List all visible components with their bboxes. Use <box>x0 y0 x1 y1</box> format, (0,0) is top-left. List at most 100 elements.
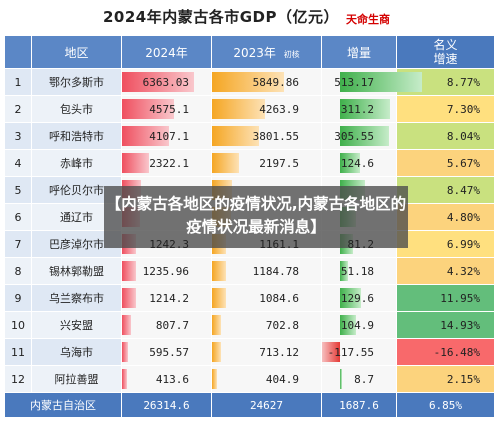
increase-value: 513.17 <box>334 75 374 89</box>
gdp2024-bar <box>122 315 132 335</box>
row-increase: 513.17 <box>321 68 422 96</box>
gdp2023-bar <box>212 153 240 173</box>
total-gdp2024: 26314.6 <box>121 392 212 418</box>
row-increase: 8.7 <box>321 365 397 393</box>
row-index: 6 <box>4 203 32 231</box>
gdp2024-value: 4107.1 <box>149 129 189 143</box>
row-growth: 4.80% <box>396 203 495 231</box>
increase-value: 104.9 <box>340 318 374 332</box>
increase-bar <box>322 342 340 362</box>
row-index: 5 <box>4 176 32 204</box>
header-2023-note: 初核 <box>283 49 300 59</box>
row-gdp2024: 1235.96 <box>121 257 212 285</box>
gdp2024-bar <box>122 126 169 146</box>
row-gdp2023: 1084.6 <box>211 284 322 312</box>
increase-bar <box>340 288 361 308</box>
table-row: 1 鄂尔多斯市 6363.03 5849.86 513.17 8.77% <box>4 68 495 96</box>
row-index: 4 <box>4 149 32 177</box>
row-index: 1 <box>4 68 32 96</box>
row-gdp2024: 807.7 <box>121 311 212 339</box>
increase-bar <box>340 261 349 281</box>
gdp2024-value: 2322.1 <box>149 156 189 170</box>
gdp2023-value: 5849.86 <box>252 75 299 89</box>
row-growth: 2.15% <box>396 365 495 393</box>
increase-bar <box>340 99 391 119</box>
table-row: 8 锡林郭勒盟 1235.96 1184.78 51.18 4.32% <box>4 257 495 285</box>
table-row: 4 赤峰市 2322.1 2197.5 124.6 5.67% <box>4 149 495 177</box>
gdp-table: 地区 2024年 2023年 初核 增量 名义 增速 1 鄂尔多斯市 6363.03… <box>4 35 495 418</box>
header-2023-label: 2023年 <box>233 45 276 60</box>
gdp2023-value: 4263.9 <box>259 102 299 116</box>
increase-bar <box>340 153 360 173</box>
row-increase: -117.55 <box>321 338 397 366</box>
increase-value: -117.55 <box>327 345 374 359</box>
gdp2023-value: 713.12 <box>259 345 299 359</box>
row-growth: 6.99% <box>396 230 495 258</box>
gdp2024-bar <box>122 261 136 281</box>
increase-value: 51.18 <box>340 264 374 278</box>
row-region: 包头市 <box>31 95 122 123</box>
row-gdp2023: 5849.86 <box>211 68 322 96</box>
total-increase-value: 1687.6 <box>339 398 379 412</box>
overlay-banner: 【内蒙古各地区的疫情状况,内蒙古各地区的疫情状况最新消息】 <box>104 186 408 248</box>
row-gdp2024: 6363.03 <box>121 68 212 96</box>
row-gdp2023: 404.9 <box>211 365 322 393</box>
row-region: 锡林郭勒盟 <box>31 257 122 285</box>
row-index: 3 <box>4 122 32 150</box>
total-increase: 1687.6 <box>321 392 397 418</box>
row-growth: 8.04% <box>396 122 495 150</box>
gdp2024-value: 1235.96 <box>142 264 189 278</box>
row-index: 8 <box>4 257 32 285</box>
increase-bar <box>340 126 390 146</box>
increase-value: 81.2 <box>347 237 375 251</box>
increase-value: 8.7 <box>354 372 374 386</box>
table-row: 11 乌海市 595.57 713.12 -117.55 -16.48% <box>4 338 495 366</box>
row-index: 2 <box>4 95 32 123</box>
table-row: 3 呼和浩特市 4107.1 3801.55 305.55 8.04% <box>4 122 495 150</box>
row-region: 鄂尔多斯市 <box>31 68 122 96</box>
gdp2024-bar <box>122 369 128 389</box>
total-region: 内蒙古自治区 <box>4 392 122 418</box>
row-gdp2024: 413.6 <box>121 365 212 393</box>
header-region: 地区 <box>31 35 122 69</box>
row-gdp2024: 2322.1 <box>121 149 212 177</box>
row-gdp2023: 4263.9 <box>211 95 322 123</box>
row-gdp2024: 4107.1 <box>121 122 212 150</box>
gdp2024-bar <box>122 72 194 92</box>
table-row: 10 兴安盟 807.7 702.8 104.9 14.93% <box>4 311 495 339</box>
row-region: 兴安盟 <box>31 311 122 339</box>
header-2024: 2024年 <box>121 35 212 69</box>
row-growth: 14.93% <box>396 311 495 339</box>
brand-logo-text: 天命生商 <box>346 13 390 26</box>
header-growth: 名义 增速 <box>396 35 495 69</box>
row-region: 乌兰察布市 <box>31 284 122 312</box>
row-gdp2024: 595.57 <box>121 338 212 366</box>
gdp2024-value: 1242.3 <box>149 237 189 251</box>
increase-value: 311.2 <box>340 102 374 116</box>
header-growth-line1: 名义 <box>433 38 458 52</box>
row-gdp2023: 702.8 <box>211 311 322 339</box>
gdp2024-bar <box>122 153 149 173</box>
chart-title-area: 2024年内蒙古各市GDP（亿元） 天命生商 <box>0 2 500 30</box>
total-gdp2024-value: 26314.6 <box>143 398 190 412</box>
row-region: 乌海市 <box>31 338 122 366</box>
row-index: 10 <box>4 311 32 339</box>
gdp2024-value: 6363.03 <box>142 75 189 89</box>
row-increase: 129.6 <box>321 284 397 312</box>
row-gdp2023: 713.12 <box>211 338 322 366</box>
gdp2024-value: 1214.2 <box>149 291 189 305</box>
row-index: 7 <box>4 230 32 258</box>
row-growth: 7.30% <box>396 95 495 123</box>
increase-value: 305.55 <box>334 129 374 143</box>
header-growth-line2: 增速 <box>433 52 458 66</box>
gdp2024-value: 413.6 <box>155 372 189 386</box>
row-gdp2024: 1214.2 <box>121 284 212 312</box>
total-gdp2023-value: 24627 <box>249 398 284 412</box>
gdp2024-bar <box>122 288 136 308</box>
gdp2023-bar <box>212 315 221 335</box>
gdp2023-value: 1184.78 <box>252 264 299 278</box>
row-increase: 51.18 <box>321 257 397 285</box>
gdp2023-value: 2197.5 <box>259 156 299 170</box>
row-gdp2024: 4575.1 <box>121 95 212 123</box>
row-region: 阿拉善盟 <box>31 365 122 393</box>
